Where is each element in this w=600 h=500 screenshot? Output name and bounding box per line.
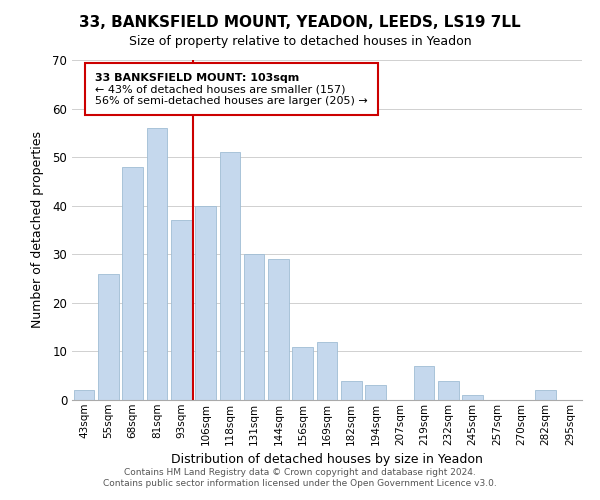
X-axis label: Distribution of detached houses by size in Yeadon: Distribution of detached houses by size … <box>171 453 483 466</box>
Bar <box>341 380 362 400</box>
Bar <box>414 366 434 400</box>
Bar <box>268 259 289 400</box>
Bar <box>74 390 94 400</box>
Bar <box>171 220 191 400</box>
Bar <box>244 254 265 400</box>
Bar <box>220 152 240 400</box>
Text: Size of property relative to detached houses in Yeadon: Size of property relative to detached ho… <box>128 35 472 48</box>
Bar <box>146 128 167 400</box>
Bar <box>195 206 216 400</box>
Bar <box>98 274 119 400</box>
Bar <box>535 390 556 400</box>
Bar <box>365 386 386 400</box>
Text: 33, BANKSFIELD MOUNT, YEADON, LEEDS, LS19 7LL: 33, BANKSFIELD MOUNT, YEADON, LEEDS, LS1… <box>79 15 521 30</box>
Bar <box>438 380 459 400</box>
Bar <box>317 342 337 400</box>
Y-axis label: Number of detached properties: Number of detached properties <box>31 132 44 328</box>
Bar <box>292 346 313 400</box>
Bar <box>463 395 483 400</box>
Bar <box>122 167 143 400</box>
Text: Contains HM Land Registry data © Crown copyright and database right 2024.
Contai: Contains HM Land Registry data © Crown c… <box>103 468 497 487</box>
